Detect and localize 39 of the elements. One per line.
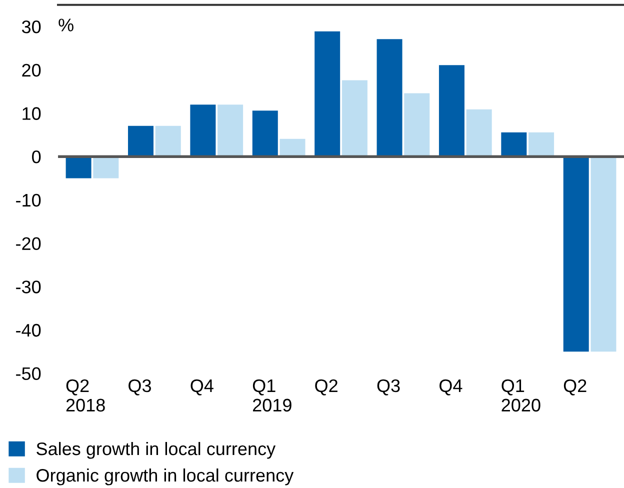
x-tick-label: Q1 2019 [252, 379, 292, 412]
bar [66, 156, 92, 178]
bar [501, 132, 527, 157]
x-tick-label: Q1 2020 [502, 379, 540, 412]
x-tick-label: Q4 [190, 379, 214, 396]
bar [314, 31, 340, 157]
y-tick-label: -30 [16, 280, 41, 294]
x-tick-label: Q4 [440, 379, 462, 396]
bar [190, 104, 216, 157]
bar [93, 156, 119, 178]
bar [528, 132, 554, 157]
y-tick-label: -20 [16, 237, 41, 250]
y-tick-label: -10 [16, 194, 41, 207]
bar [376, 39, 402, 157]
x-tick-label: Q2 [564, 379, 586, 396]
y-axis-title: % [58, 18, 74, 32]
x-tick-label: Q3 [128, 379, 151, 396]
bar [404, 93, 430, 157]
bar [128, 126, 154, 157]
x-tick-label: Q2 [315, 379, 338, 396]
y-tick-label: 20 [22, 64, 41, 77]
bar [466, 109, 492, 157]
y-tick-label: 0 [32, 150, 41, 164]
bar [438, 65, 464, 157]
bar [342, 80, 368, 157]
bar [218, 104, 244, 157]
bar [252, 110, 278, 157]
bar [155, 126, 181, 157]
bar [280, 138, 306, 157]
y-tick-label: -50 [16, 367, 41, 380]
bar [590, 156, 616, 352]
bar [563, 156, 589, 352]
y-tick-label: -40 [16, 324, 41, 337]
legend-label: Sales growth in local currency [36, 442, 276, 459]
legend-label: Organic growth in local currency [36, 468, 294, 486]
x-tick-label: Q3 [377, 379, 400, 396]
y-tick-label: 30 [22, 20, 41, 34]
x-tick-label: Q2 2018 [66, 379, 105, 412]
y-tick-label: 10 [22, 107, 41, 120]
